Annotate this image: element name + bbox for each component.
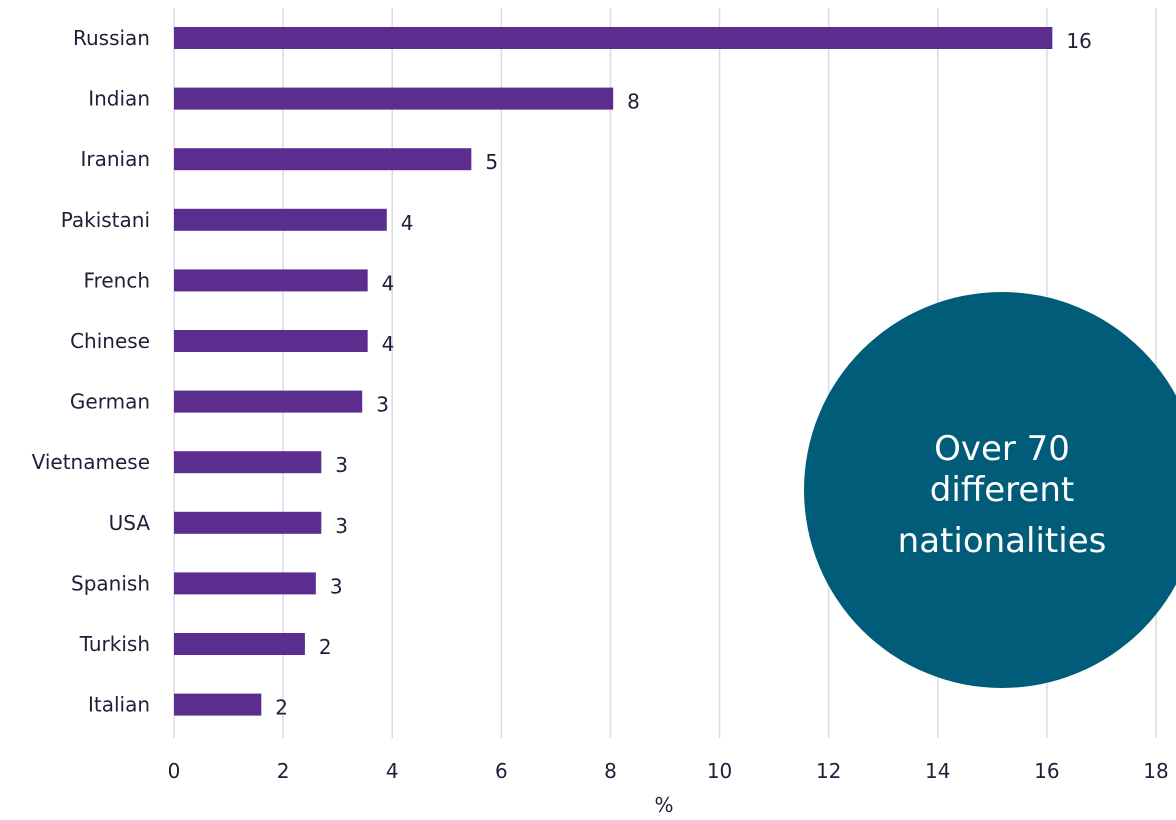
data-label: 8 — [627, 90, 640, 114]
data-label: 2 — [275, 696, 288, 720]
category-label: USA — [109, 511, 151, 535]
data-label: 3 — [335, 514, 348, 538]
bars — [174, 27, 1053, 716]
category-label: Pakistani — [61, 208, 150, 232]
callout-line-1: Over 70 — [934, 429, 1070, 469]
callout-line-2: different — [930, 470, 1074, 510]
category-label: Spanish — [71, 571, 150, 595]
bar-spanish — [174, 572, 316, 595]
x-tick-label: 0 — [168, 759, 181, 783]
x-tick-label: 16 — [1034, 759, 1059, 783]
bar-chinese — [174, 330, 368, 352]
category-label: French — [84, 268, 150, 292]
data-label: 3 — [335, 453, 348, 477]
x-tick-label: 2 — [277, 759, 290, 783]
bar-french — [174, 269, 368, 292]
x-tick-labels: 0 2 4 6 8 10 12 14 16 18 — [168, 759, 1169, 783]
bar-turkish — [174, 633, 305, 655]
callout-bubble: Over 70 different nationalities — [804, 292, 1176, 688]
data-label: 4 — [401, 211, 414, 235]
x-tick-label: 8 — [604, 759, 617, 783]
callout-circle — [804, 292, 1176, 688]
bar-indian — [174, 87, 614, 110]
bar-italian — [174, 693, 262, 716]
data-label: 3 — [376, 393, 389, 417]
bar-usa — [174, 511, 322, 534]
category-label: Russian — [73, 26, 150, 50]
bar-pakistani — [174, 208, 387, 231]
data-label: 5 — [485, 150, 498, 174]
x-tick-label: 10 — [707, 759, 732, 783]
x-tick-label: 4 — [386, 759, 399, 783]
x-axis-title: % — [654, 793, 673, 817]
category-label: Vietnamese — [32, 450, 150, 474]
bar-russian — [174, 27, 1053, 49]
x-tick-label: 12 — [816, 759, 841, 783]
category-label: Indian — [88, 87, 150, 111]
category-label: Italian — [88, 693, 150, 717]
data-label: 2 — [319, 635, 332, 659]
bar-iranian — [174, 148, 472, 171]
data-label: 4 — [382, 332, 395, 356]
x-tick-label: 14 — [925, 759, 950, 783]
category-label: Iranian — [80, 147, 150, 171]
data-label: 16 — [1066, 29, 1091, 53]
callout-line-3: nationalities — [898, 521, 1107, 561]
bar-german — [174, 390, 363, 413]
data-label: 3 — [330, 574, 343, 598]
data-labels: 16 8 5 4 4 4 3 3 3 3 2 2 — [275, 29, 1092, 720]
bar-vietnamese — [174, 451, 322, 474]
category-label: Chinese — [70, 329, 150, 353]
category-label: German — [70, 390, 150, 414]
category-labels: Russian Indian Iranian Pakistani French Chine… — [32, 26, 151, 717]
x-tick-label: 6 — [495, 759, 508, 783]
category-label: Turkish — [79, 632, 150, 656]
data-label: 4 — [382, 271, 395, 295]
x-tick-label: 18 — [1143, 759, 1168, 783]
